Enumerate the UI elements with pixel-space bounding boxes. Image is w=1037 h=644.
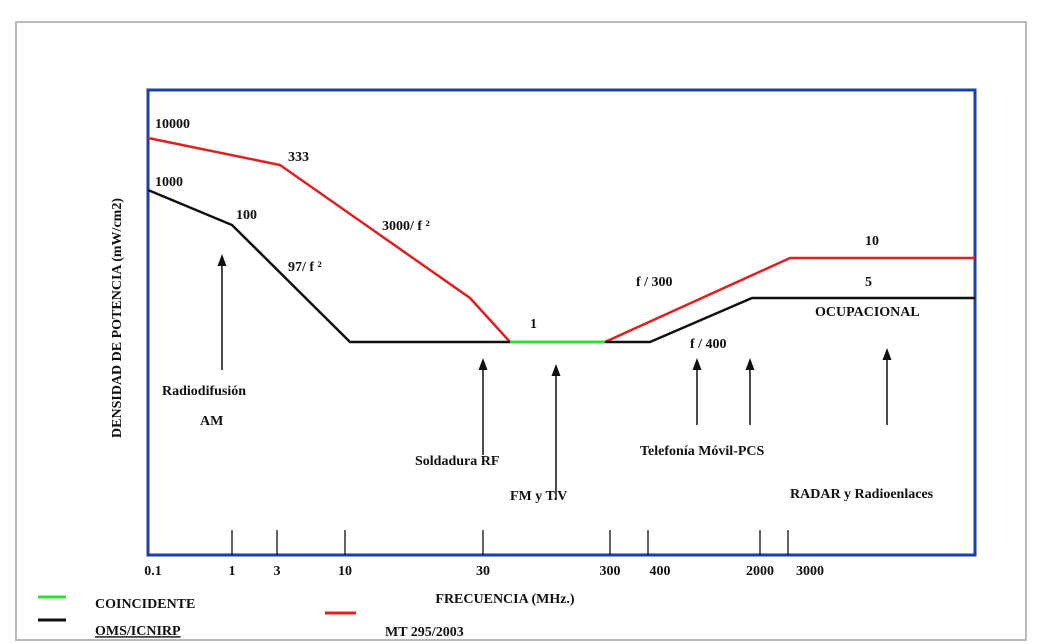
annotation: Soldadura RF [415,454,499,469]
legend: COINCIDENTE OMS/ICNIRP MT 295/2003 [38,595,464,640]
legend-label: OMS/ICNIRP [95,624,181,639]
black-line [605,296,975,344]
line-label: 97/ f ² [288,260,322,275]
line-label: 3000/ f ² [382,219,430,234]
x-tick-label: 300 [600,564,621,579]
line-label: 5 [865,275,872,290]
line-label: f / 400 [690,337,727,352]
frame [15,21,1027,641]
arrows [217,254,892,500]
line-label: 10000 [155,117,190,132]
line-label: 10 [865,234,879,249]
line-label: 1000 [155,175,183,190]
plot-box [146,88,977,557]
x-tick-label: 0.1 [144,564,162,579]
annotation: Radiodifusión [162,384,246,399]
legend-label: MT 295/2003 [385,625,464,640]
line-label: 1 [530,317,537,332]
x-tick-label: 30 [476,564,490,579]
x-tick-label: 1 [229,564,236,579]
line-label: OCUPACIONAL [815,305,920,320]
black-line [147,188,510,344]
line-label: 333 [288,150,309,165]
annotation: Telefonía Móvil-PCS [640,444,765,459]
red-line [147,136,511,343]
red-line [604,256,975,344]
annotation: RADAR y Radioenlaces [790,487,934,502]
annotation: AM [200,414,223,429]
x-tick-label: 400 [650,564,671,579]
legend-label: COINCIDENTE [95,597,195,612]
x-tick-label: 3 [274,564,281,579]
x-ticks: 0.1 1 3 10 30 300 400 2000 3000 [144,564,824,579]
x-tick-label: 3000 [796,564,824,579]
x-tick-label: 10 [338,564,352,579]
x-tick-label: 2000 [746,564,774,579]
annotation: FM y T.V [510,489,567,504]
y-axis-label: DENSIDAD DE POTENCIA (mW/cm2) [110,198,125,438]
line-label: f / 300 [636,275,673,290]
x-axis-label: FRECUENCIA (MHz.) [435,592,575,607]
tick-marks [231,530,789,555]
line-label: 100 [236,208,257,223]
annotations: Radiodifusión AM Soldadura RF FM y T.V T… [162,384,934,504]
line-labels: 10000 333 1000 100 3000/ f ² 97/ f ² 1 f… [155,117,920,352]
